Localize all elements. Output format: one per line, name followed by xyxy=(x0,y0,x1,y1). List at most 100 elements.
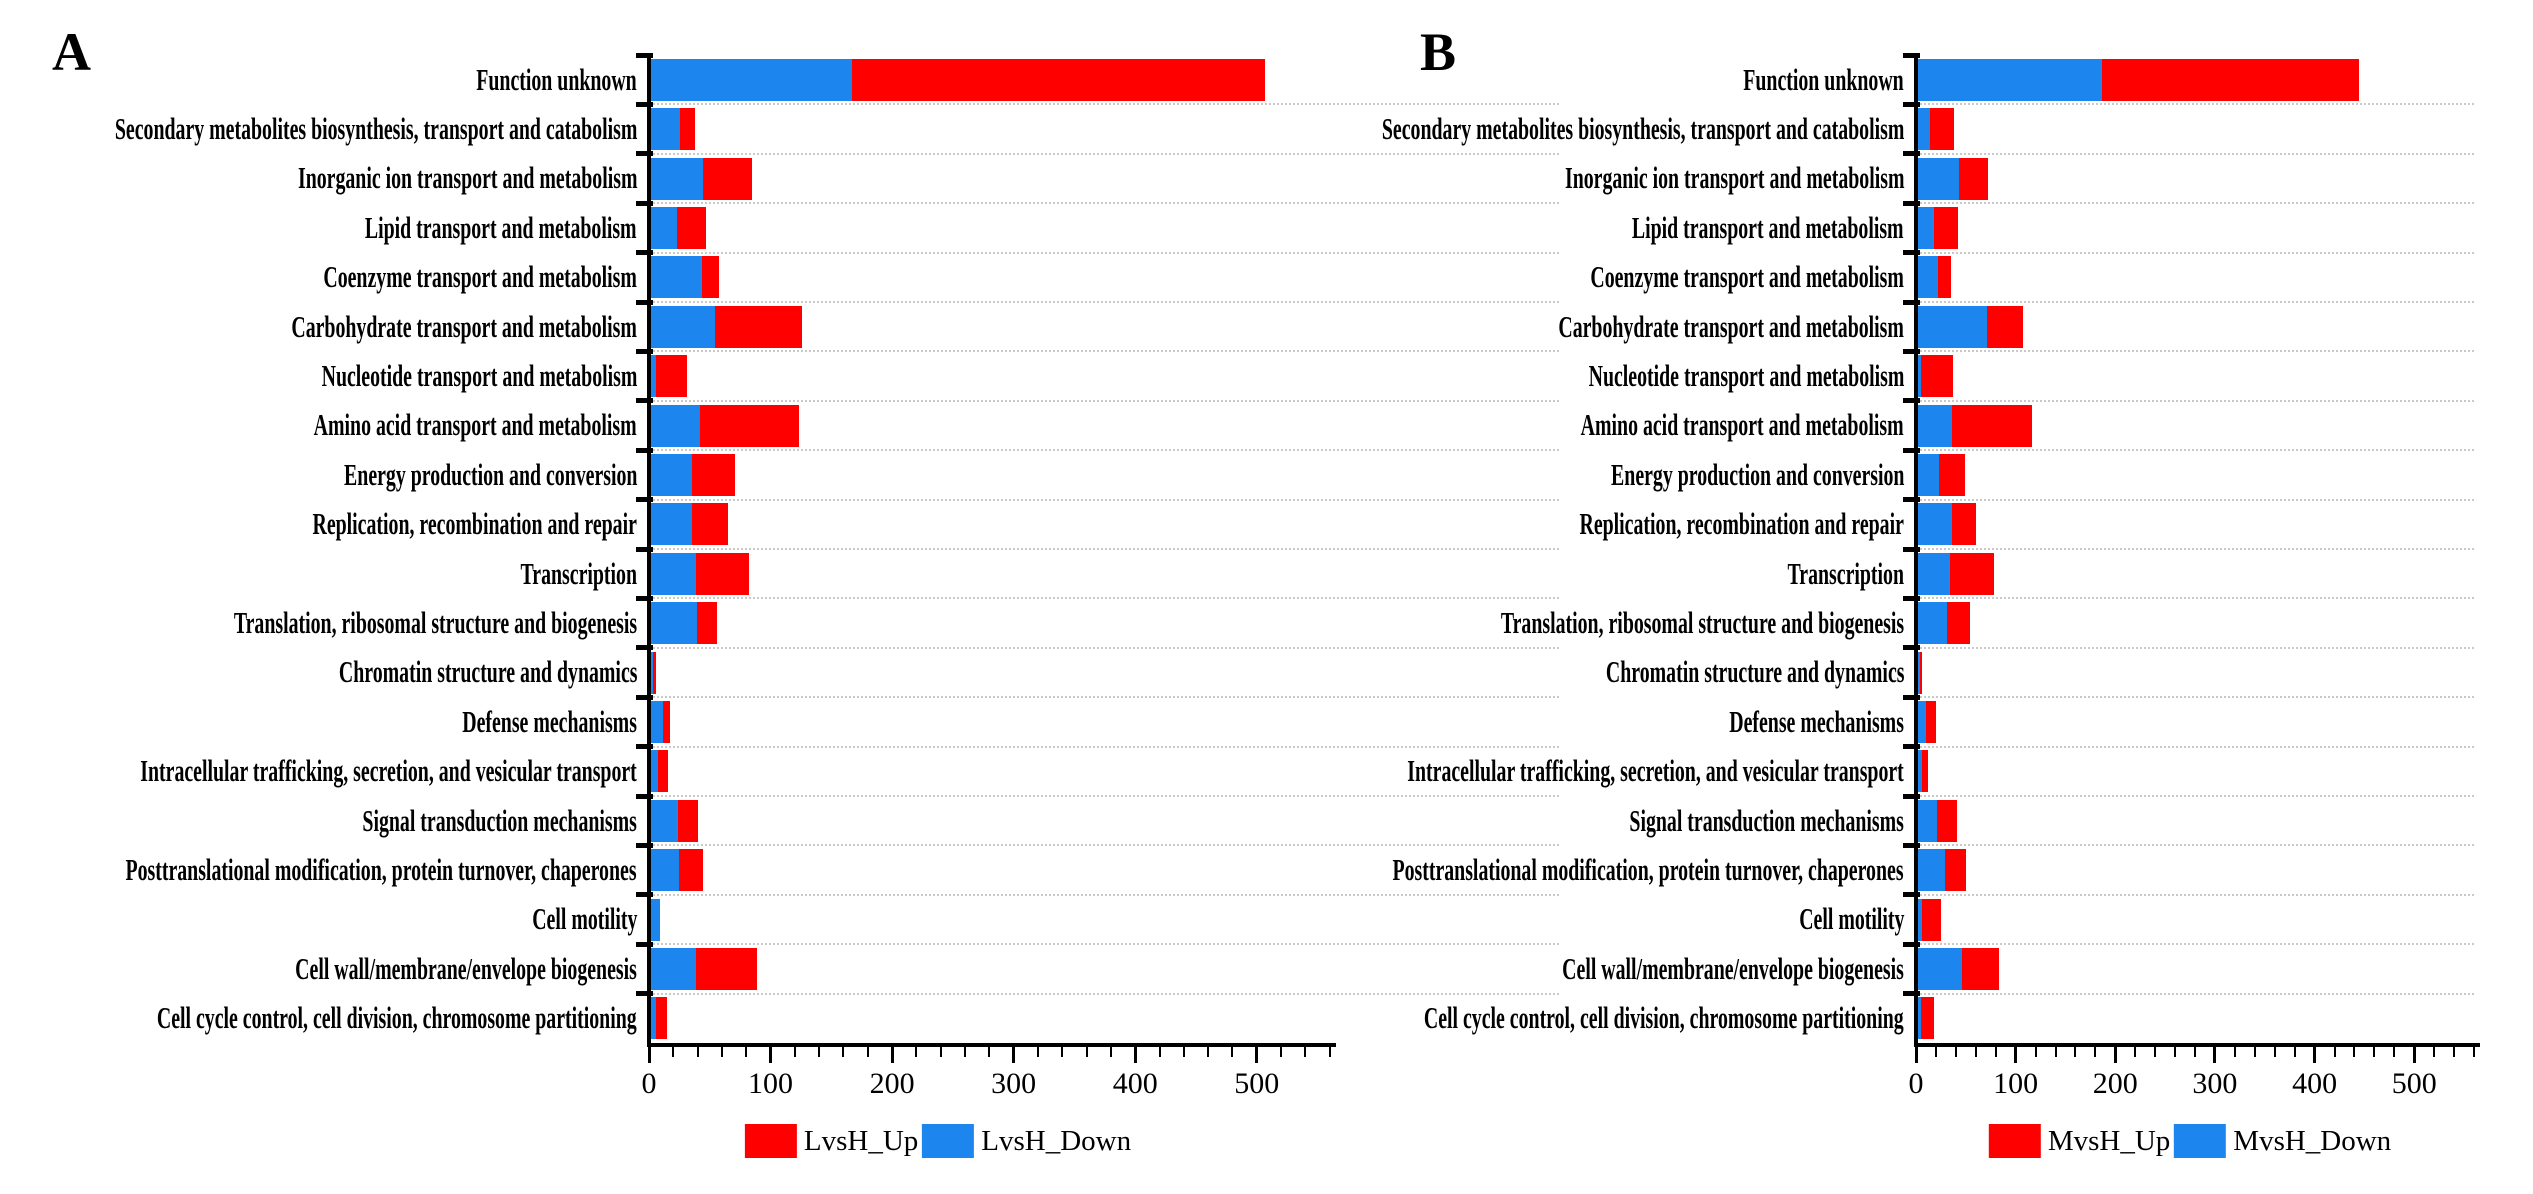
gridline xyxy=(649,943,1559,946)
y-axis-tick xyxy=(636,793,653,799)
x-axis-minor-tick xyxy=(1280,1047,1283,1057)
gridline xyxy=(1916,992,2474,995)
gridline xyxy=(1916,103,2474,106)
gridline xyxy=(649,350,1559,353)
category-label: Cell motility xyxy=(1398,895,1904,944)
x-axis-minor-tick xyxy=(915,1047,918,1057)
category-label-text: Amino acid transport and metabolism xyxy=(314,407,637,443)
panel-a-letter: A xyxy=(52,22,91,82)
category-label-text: Cell cycle control, cell division, chrom… xyxy=(157,1000,637,1036)
category-label: Lipid transport and metabolism xyxy=(25,203,637,252)
y-axis-line xyxy=(647,53,651,1045)
bar-segment-down xyxy=(1918,602,1947,645)
bar-segment-down xyxy=(1918,355,1921,398)
bar-segment-up xyxy=(1951,503,1976,546)
category-label: Function unknown xyxy=(1398,55,1904,104)
category-label: Intracellular trafficking, secretion, an… xyxy=(1398,747,1904,796)
y-axis-tick xyxy=(1903,941,1920,947)
y-axis-tick xyxy=(1903,645,1920,651)
x-axis-minor-tick xyxy=(2034,1047,2037,1057)
x-axis-minor-tick xyxy=(1994,1047,1997,1057)
y-axis-tick xyxy=(1903,101,1920,107)
y-axis-tick xyxy=(1903,694,1920,700)
x-axis-minor-tick xyxy=(2134,1047,2137,1057)
legend-swatch xyxy=(922,1124,975,1158)
category-label: Nucleotide transport and metabolism xyxy=(25,351,637,400)
bar-segment-down xyxy=(651,305,716,348)
bar-segment-down xyxy=(1918,947,1962,990)
x-axis-tick-label: 400 xyxy=(2292,1067,2338,1100)
category-label-text: Intracellular trafficking, secretion, an… xyxy=(1407,753,1904,789)
category-label-text: Translation, ribosomal structure and bio… xyxy=(233,605,637,641)
category-label-text: Posttranslational modification, protein … xyxy=(1392,852,1904,888)
gridline xyxy=(1916,350,2474,353)
gridline xyxy=(1916,152,2474,155)
bar-segment-down xyxy=(651,108,681,151)
x-axis-minor-tick xyxy=(2473,1047,2475,1057)
bar-segment-up xyxy=(1986,305,2023,348)
bar-segment-up xyxy=(692,503,728,546)
x-axis-minor-tick xyxy=(964,1047,967,1057)
bar-segment-down xyxy=(1918,503,1952,546)
category-label-text: Transcription xyxy=(1787,555,1904,591)
x-axis-minor-tick xyxy=(866,1047,869,1057)
y-axis-tick xyxy=(636,250,653,256)
gridline xyxy=(1916,301,2474,303)
x-axis-minor-tick xyxy=(1207,1047,1210,1057)
bar-segment-down xyxy=(1918,305,1987,348)
y-axis-tick xyxy=(1903,348,1920,354)
bar-segment-down xyxy=(651,256,703,299)
x-axis-tick-label: 400 xyxy=(1112,1067,1158,1100)
category-label-text: Coenzyme transport and metabolism xyxy=(323,259,637,295)
bar-segment-up xyxy=(663,700,671,743)
category-label-text: Signal transduction mechanisms xyxy=(1629,802,1905,838)
gridline xyxy=(649,646,1559,649)
x-axis-minor-tick xyxy=(2194,1047,2196,1057)
category-label: Translation, ribosomal structure and bio… xyxy=(25,598,637,647)
bar-segment-up xyxy=(676,206,706,249)
category-label-text: Function unknown xyxy=(1743,61,1904,97)
x-axis-minor-tick xyxy=(1182,1047,1185,1057)
y-axis-tick xyxy=(1903,151,1920,157)
y-axis-tick xyxy=(1903,447,1920,453)
x-axis-minor-tick xyxy=(720,1047,723,1057)
gridline xyxy=(649,498,1559,501)
bar-segment-up xyxy=(1951,404,2032,447)
bar-segment-down xyxy=(1918,256,1938,299)
x-axis-minor-tick xyxy=(1231,1047,1234,1057)
y-axis-tick xyxy=(1903,398,1920,404)
gridline xyxy=(1916,646,2474,649)
category-label: Cell cycle control, cell division, chrom… xyxy=(1398,994,1904,1043)
category-label-text: Carbohydrate transport and metabolism xyxy=(291,308,637,344)
bar-segment-up xyxy=(699,404,800,447)
x-axis-major-tick xyxy=(1255,1047,1259,1063)
category-label: Chromatin structure and dynamics xyxy=(25,648,637,697)
x-axis-major-tick xyxy=(890,1047,894,1063)
x-axis-minor-tick xyxy=(672,1047,675,1057)
bar-segment-down xyxy=(651,849,679,892)
category-label: Inorganic ion transport and metabolism xyxy=(25,154,637,203)
bar-segment-up xyxy=(1938,453,1965,496)
x-axis-minor-tick xyxy=(2094,1047,2097,1057)
category-label-text: Inorganic ion transport and metabolism xyxy=(297,160,637,196)
category-label: Cell cycle control, cell division, chrom… xyxy=(25,994,637,1043)
bar-segment-up xyxy=(692,453,735,496)
gridline xyxy=(649,399,1559,402)
x-axis-minor-tick xyxy=(1061,1047,1064,1057)
bar-segment-up xyxy=(715,305,802,348)
category-label: Function unknown xyxy=(25,55,637,104)
x-axis-minor-tick xyxy=(2433,1047,2436,1057)
category-label-text: Nucleotide transport and metabolism xyxy=(1588,358,1904,394)
x-axis-tick-label: 500 xyxy=(1234,1067,1280,1100)
y-axis-tick xyxy=(636,348,653,354)
y-axis-tick xyxy=(636,52,653,58)
gridline xyxy=(1916,399,2474,402)
x-axis-minor-tick xyxy=(1085,1047,1088,1057)
y-axis-tick xyxy=(636,101,653,107)
gridline xyxy=(1916,449,2474,452)
gridline xyxy=(1916,696,2474,699)
bar-segment-up xyxy=(1944,849,1966,892)
category-label-text: Chromatin structure and dynamics xyxy=(1605,654,1904,690)
category-label: Inorganic ion transport and metabolism xyxy=(1398,154,1904,203)
bar-segment-down xyxy=(651,355,656,398)
